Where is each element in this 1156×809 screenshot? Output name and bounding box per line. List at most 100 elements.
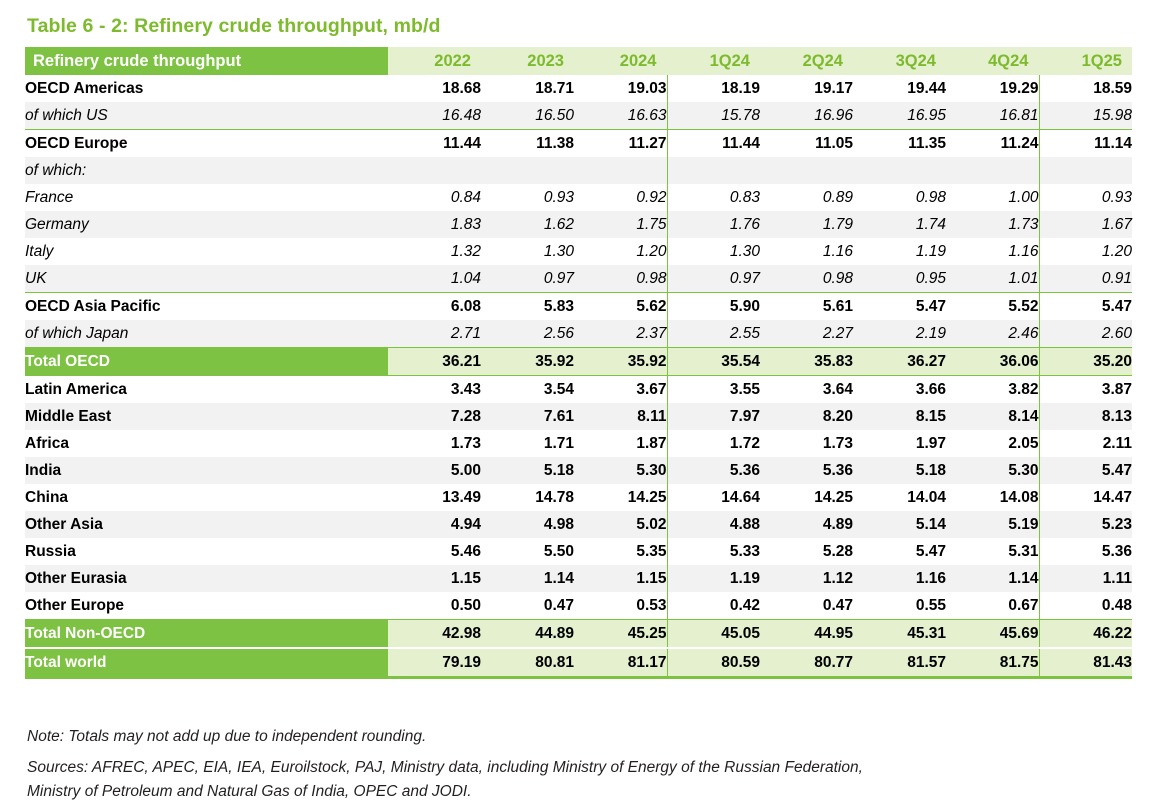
- cell-4q24: 2.46: [946, 320, 1040, 348]
- cell-4q24: 5.31: [946, 538, 1040, 565]
- cell-4q24: 3.82: [946, 375, 1040, 403]
- cell-4q24: 1.14: [946, 565, 1040, 592]
- row-label: of which Japan: [25, 320, 388, 348]
- cell-1q25: 5.47: [1039, 457, 1132, 484]
- cell-2022: [388, 157, 481, 184]
- note-rounding: Note: Totals may not add up due to indep…: [27, 728, 427, 745]
- row-label: Other Europe: [25, 592, 388, 620]
- cell-1q25: 1.11: [1039, 565, 1132, 592]
- cell-2024: 5.30: [574, 457, 668, 484]
- cell-2022: 6.08: [388, 292, 481, 320]
- cell-1q25: 5.23: [1039, 511, 1132, 538]
- cell-1q24: 1.30: [667, 238, 760, 265]
- cell-2023: 16.50: [481, 102, 574, 130]
- table-row: Africa 1.73 1.71 1.87 1.72 1.73 1.97 2.05 2.11: [25, 430, 1132, 457]
- cell-2024: 11.27: [574, 129, 668, 157]
- cell-1q24: 1.72: [667, 430, 760, 457]
- cell-2022: 0.84: [388, 184, 481, 211]
- cell-4q24: 5.30: [946, 457, 1040, 484]
- cell-2q24: 44.95: [760, 619, 853, 649]
- cell-2022: 1.83: [388, 211, 481, 238]
- cell-4q24: 1.00: [946, 184, 1040, 211]
- cell-2024: [574, 157, 668, 184]
- table-row: of which US 16.48 16.50 16.63 15.78 16.96 16.9…: [25, 102, 1132, 130]
- cell-2023: 0.93: [481, 184, 574, 211]
- table-row: Other Eurasia 1.15 1.14 1.15 1.19 1.12 1.16 1.1…: [25, 565, 1132, 592]
- cell-2023: 35.92: [481, 347, 574, 376]
- cell-2023: [481, 157, 574, 184]
- cell-1q25: [1039, 157, 1132, 184]
- cell-2022: 36.21: [388, 347, 481, 376]
- table-row: Total Non-OECD 42.98 44.89 45.25 45.05 44.95 4…: [25, 619, 1132, 649]
- cell-1q24: 5.33: [667, 538, 760, 565]
- cell-4q24: 14.08: [946, 484, 1040, 511]
- cell-2q24: 4.89: [760, 511, 853, 538]
- row-label: OECD Europe: [25, 129, 388, 157]
- cell-4q24: 16.81: [946, 102, 1040, 130]
- cell-4q24: 1.01: [946, 265, 1040, 293]
- column-header-2q24: 2Q24: [760, 47, 853, 75]
- cell-2022: 42.98: [388, 619, 481, 649]
- table-row: Other Europe 0.50 0.47 0.53 0.42 0.47 0.55 0.67…: [25, 592, 1132, 620]
- cell-1q25: 1.20: [1039, 238, 1132, 265]
- cell-2q24: [760, 157, 853, 184]
- row-label: of which:: [25, 157, 388, 184]
- cell-1q24: 1.76: [667, 211, 760, 238]
- cell-1q25: 1.67: [1039, 211, 1132, 238]
- cell-2022: 1.15: [388, 565, 481, 592]
- cell-1q24: 14.64: [667, 484, 760, 511]
- row-label: Total world: [25, 647, 388, 679]
- cell-1q25: 3.87: [1039, 375, 1132, 403]
- cell-1q24: 0.97: [667, 265, 760, 293]
- cell-2022: 5.00: [388, 457, 481, 484]
- cell-1q25: 46.22: [1039, 619, 1132, 649]
- note-sources-line-1: Sources: AFREC, APEC, EIA, IEA, Euroilst…: [27, 759, 863, 777]
- table-row: China 13.49 14.78 14.25 14.64 14.25 14.04 14.08…: [25, 484, 1132, 511]
- cell-1q24: 1.19: [667, 565, 760, 592]
- cell-2q24: 0.89: [760, 184, 853, 211]
- table-head: Refinery crude throughput 2022 2023 2024…: [25, 47, 1132, 75]
- table-row: Italy 1.32 1.30 1.20 1.30 1.16 1.19 1.16 1.20: [25, 238, 1132, 265]
- table-row: OECD Asia Pacific 6.08 5.83 5.62 5.90 5.61 5.4…: [25, 292, 1132, 320]
- cell-2024: 81.17: [574, 647, 668, 679]
- note-sources-line-2: Ministry of Petroleum and Natural Gas of…: [27, 783, 472, 801]
- column-header-2024: 2024: [574, 47, 667, 75]
- table-row: Other Asia 4.94 4.98 5.02 4.88 4.89 5.14 5.19 5.…: [25, 511, 1132, 538]
- cell-2022: 2.71: [388, 320, 481, 348]
- cell-1q25: 81.43: [1039, 647, 1132, 679]
- cell-3q24: 0.55: [853, 592, 946, 620]
- row-label: Africa: [25, 430, 388, 457]
- cell-4q24: 1.16: [946, 238, 1040, 265]
- cell-2022: 1.04: [388, 265, 481, 293]
- cell-1q24: 45.05: [667, 619, 760, 649]
- cell-2q24: 35.83: [760, 347, 853, 376]
- row-label: of which US: [25, 102, 388, 130]
- row-label: Middle East: [25, 403, 388, 430]
- cell-1q25: 0.91: [1039, 265, 1132, 293]
- cell-2023: 5.50: [481, 538, 574, 565]
- table-row: Total world 79.19 80.81 81.17 80.59 80.77 81.5…: [25, 647, 1132, 679]
- cell-2q24: 14.25: [760, 484, 853, 511]
- cell-1q24: 18.19: [667, 75, 760, 102]
- cell-2023: 14.78: [481, 484, 574, 511]
- cell-4q24: 8.14: [946, 403, 1040, 430]
- cell-2022: 1.73: [388, 430, 481, 457]
- cell-4q24: 2.05: [946, 430, 1040, 457]
- cell-3q24: 0.98: [853, 184, 946, 211]
- cell-4q24: 1.73: [946, 211, 1040, 238]
- cell-3q24: 0.95: [853, 265, 946, 293]
- row-label: Other Eurasia: [25, 565, 388, 592]
- cell-2024: 5.02: [574, 511, 668, 538]
- cell-2023: 5.83: [481, 292, 574, 320]
- table-row: of which:: [25, 157, 1132, 184]
- cell-2023: 44.89: [481, 619, 574, 649]
- cell-3q24: 1.19: [853, 238, 946, 265]
- cell-2022: 5.46: [388, 538, 481, 565]
- cell-1q24: 7.97: [667, 403, 760, 430]
- cell-2023: 80.81: [481, 647, 574, 679]
- table-row: Latin America 3.43 3.54 3.67 3.55 3.64 3.66 3.8…: [25, 375, 1132, 403]
- table-row: Germany 1.83 1.62 1.75 1.76 1.79 1.74 1.73 1.67: [25, 211, 1132, 238]
- cell-2024: 19.03: [574, 75, 668, 102]
- cell-2022: 18.68: [388, 75, 481, 102]
- cell-2q24: 1.79: [760, 211, 853, 238]
